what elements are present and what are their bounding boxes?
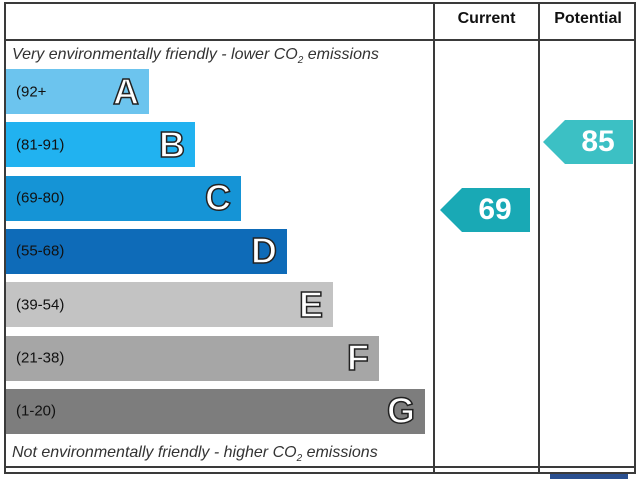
band-a: (92+ A (6, 69, 149, 114)
current-rating-marker: 69 (440, 187, 530, 232)
header-divider (4, 39, 636, 41)
band-range-label: (55-68) (16, 242, 65, 260)
band-range-label: (69-80) (16, 189, 65, 207)
potential-rating-marker: 85 (543, 120, 633, 165)
band-letter: C (204, 176, 232, 219)
band-range-label: (39-54) (16, 296, 65, 314)
top-caption: Very environmentally friendly - lower CO… (12, 46, 379, 67)
current-arrow-icon (440, 187, 530, 232)
potential-arrow-icon (543, 120, 633, 165)
potential-header: Potential (554, 10, 622, 27)
potential-column-divider (538, 2, 540, 474)
potential-rating-value: 85 (581, 125, 615, 159)
rating-frame (4, 2, 636, 474)
band-range-label: (1-20) (16, 402, 57, 420)
band-letter: D (250, 230, 278, 273)
band-g: (1-20) G (6, 388, 425, 434)
band-letter: B (158, 123, 186, 166)
band-letter: E (298, 283, 324, 326)
band-letter: F (346, 336, 370, 379)
current-rating-value: 69 (478, 192, 512, 226)
band-f: (21-38) F (6, 335, 379, 381)
band-range-label: (92+ (16, 83, 47, 100)
band-e: (39-54) E (6, 282, 333, 328)
band-letter: G (386, 390, 416, 433)
band-letter: A (112, 70, 140, 113)
band-d: (55-68) D (6, 228, 287, 274)
band-range-label: (81-91) (16, 136, 65, 154)
band-range-label: (21-38) (16, 349, 65, 367)
current-header: Current (457, 10, 516, 27)
bottom-tab (550, 474, 628, 479)
band-b: (81-91) B (6, 122, 195, 168)
current-column-divider (433, 2, 435, 474)
bottom-caption: Not environmentally friendly - higher CO… (12, 444, 378, 465)
band-c: (69-80) C (6, 175, 241, 221)
footer-divider (4, 466, 636, 468)
